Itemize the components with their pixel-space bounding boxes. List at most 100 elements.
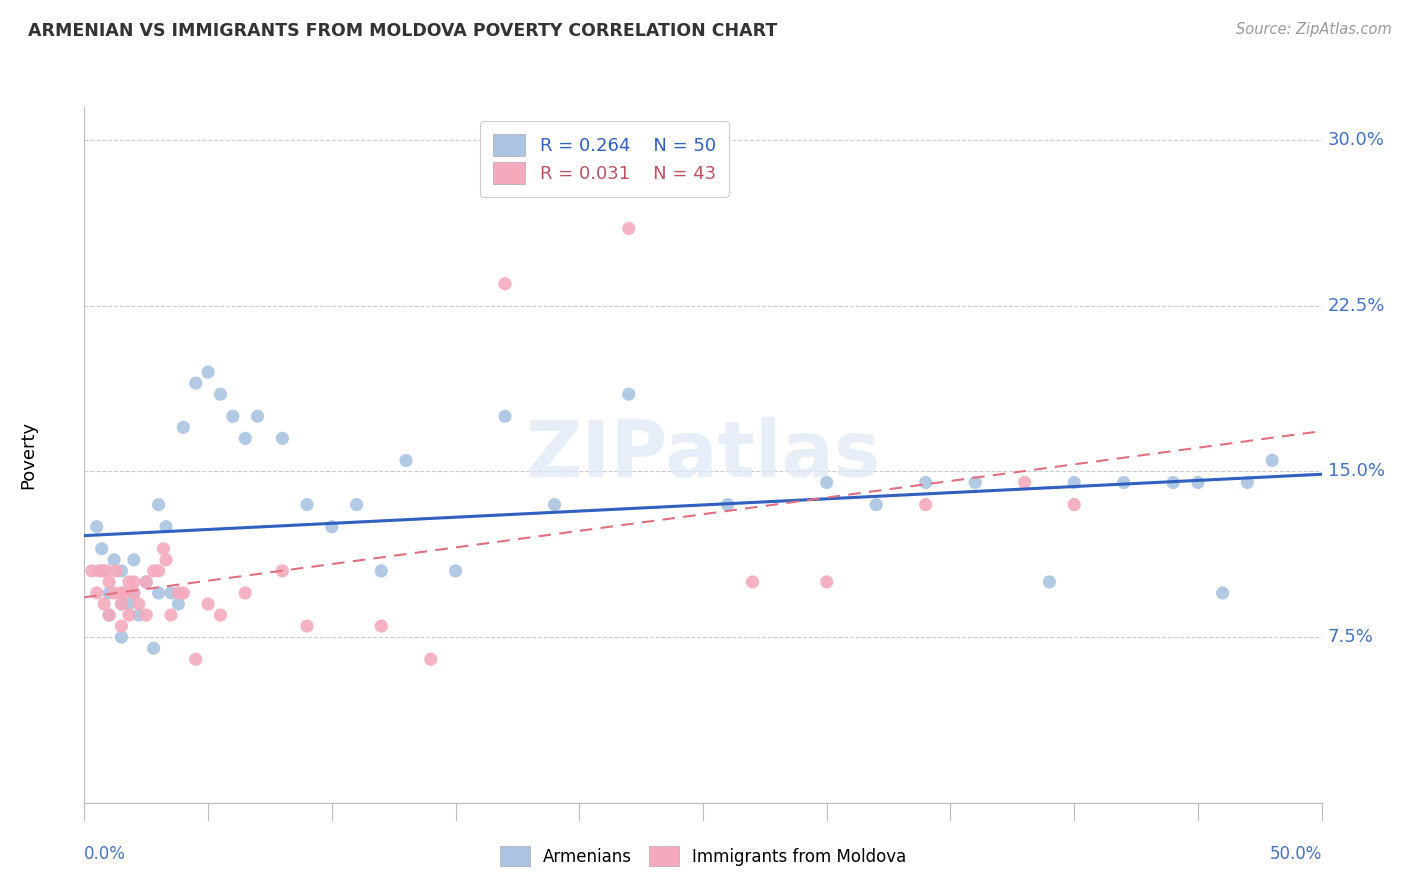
Point xyxy=(494,409,516,424)
Point xyxy=(155,553,177,567)
Point xyxy=(617,387,640,401)
Point xyxy=(128,597,150,611)
Point xyxy=(93,597,115,611)
Point xyxy=(184,376,207,391)
Point xyxy=(152,541,174,556)
Point xyxy=(1112,475,1135,490)
Point xyxy=(110,586,132,600)
Point xyxy=(914,498,936,512)
Point xyxy=(80,564,103,578)
Point xyxy=(122,586,145,600)
Point xyxy=(346,498,368,512)
Point xyxy=(295,498,318,512)
Point xyxy=(815,574,838,589)
Point xyxy=(110,630,132,644)
Legend: Armenians, Immigrants from Moldova: Armenians, Immigrants from Moldova xyxy=(491,838,915,875)
Text: 50.0%: 50.0% xyxy=(1270,845,1322,863)
Point xyxy=(118,597,141,611)
Point xyxy=(246,409,269,424)
Point xyxy=(395,453,418,467)
Point xyxy=(112,586,135,600)
Point xyxy=(617,221,640,235)
Point xyxy=(86,586,108,600)
Point xyxy=(1038,574,1060,589)
Point xyxy=(965,475,987,490)
Text: 15.0%: 15.0% xyxy=(1327,462,1385,481)
Point xyxy=(1212,586,1234,600)
Point xyxy=(295,619,318,633)
Point xyxy=(148,586,170,600)
Point xyxy=(103,586,125,600)
Text: ZIPatlas: ZIPatlas xyxy=(526,417,880,493)
Point xyxy=(370,619,392,633)
Point xyxy=(209,387,232,401)
Point xyxy=(160,608,183,623)
Text: 22.5%: 22.5% xyxy=(1327,297,1385,315)
Point xyxy=(86,519,108,533)
Point xyxy=(110,597,132,611)
Point xyxy=(172,420,194,434)
Point xyxy=(110,564,132,578)
Point xyxy=(128,608,150,623)
Point xyxy=(160,586,183,600)
Point xyxy=(90,541,112,556)
Point xyxy=(98,608,121,623)
Point xyxy=(1261,453,1284,467)
Point xyxy=(233,586,256,600)
Text: Source: ZipAtlas.com: Source: ZipAtlas.com xyxy=(1236,22,1392,37)
Point xyxy=(1187,475,1209,490)
Point xyxy=(142,564,165,578)
Point xyxy=(543,498,565,512)
Point xyxy=(222,409,245,424)
Point xyxy=(89,564,111,578)
Point xyxy=(155,519,177,533)
Point xyxy=(197,365,219,379)
Point xyxy=(135,574,157,589)
Point xyxy=(815,475,838,490)
Point xyxy=(93,564,115,578)
Point xyxy=(741,574,763,589)
Point xyxy=(209,608,232,623)
Point xyxy=(148,564,170,578)
Point xyxy=(370,564,392,578)
Point xyxy=(110,619,132,633)
Point xyxy=(271,431,294,445)
Point xyxy=(865,498,887,512)
Point xyxy=(98,586,121,600)
Point xyxy=(717,498,740,512)
Point xyxy=(118,608,141,623)
Point xyxy=(1063,498,1085,512)
Point xyxy=(1161,475,1184,490)
Point xyxy=(122,586,145,600)
Point xyxy=(167,597,190,611)
Point xyxy=(142,641,165,656)
Text: 30.0%: 30.0% xyxy=(1327,131,1385,149)
Point xyxy=(419,652,441,666)
Point xyxy=(122,553,145,567)
Point xyxy=(321,519,343,533)
Point xyxy=(1014,475,1036,490)
Text: 0.0%: 0.0% xyxy=(84,845,127,863)
Text: ARMENIAN VS IMMIGRANTS FROM MOLDOVA POVERTY CORRELATION CHART: ARMENIAN VS IMMIGRANTS FROM MOLDOVA POVE… xyxy=(28,22,778,40)
Legend: R = 0.264    N = 50, R = 0.031    N = 43: R = 0.264 N = 50, R = 0.031 N = 43 xyxy=(481,121,728,196)
Text: Poverty: Poverty xyxy=(20,421,38,489)
Point xyxy=(96,564,118,578)
Point xyxy=(110,597,132,611)
Point xyxy=(103,553,125,567)
Text: 7.5%: 7.5% xyxy=(1327,628,1374,646)
Point xyxy=(98,608,121,623)
Point xyxy=(98,574,121,589)
Point xyxy=(135,574,157,589)
Point xyxy=(444,564,467,578)
Point xyxy=(105,564,128,578)
Point xyxy=(172,586,194,600)
Point xyxy=(167,586,190,600)
Point xyxy=(1063,475,1085,490)
Point xyxy=(494,277,516,291)
Point xyxy=(271,564,294,578)
Point xyxy=(914,475,936,490)
Point xyxy=(197,597,219,611)
Point xyxy=(118,574,141,589)
Point xyxy=(1236,475,1258,490)
Point xyxy=(135,608,157,623)
